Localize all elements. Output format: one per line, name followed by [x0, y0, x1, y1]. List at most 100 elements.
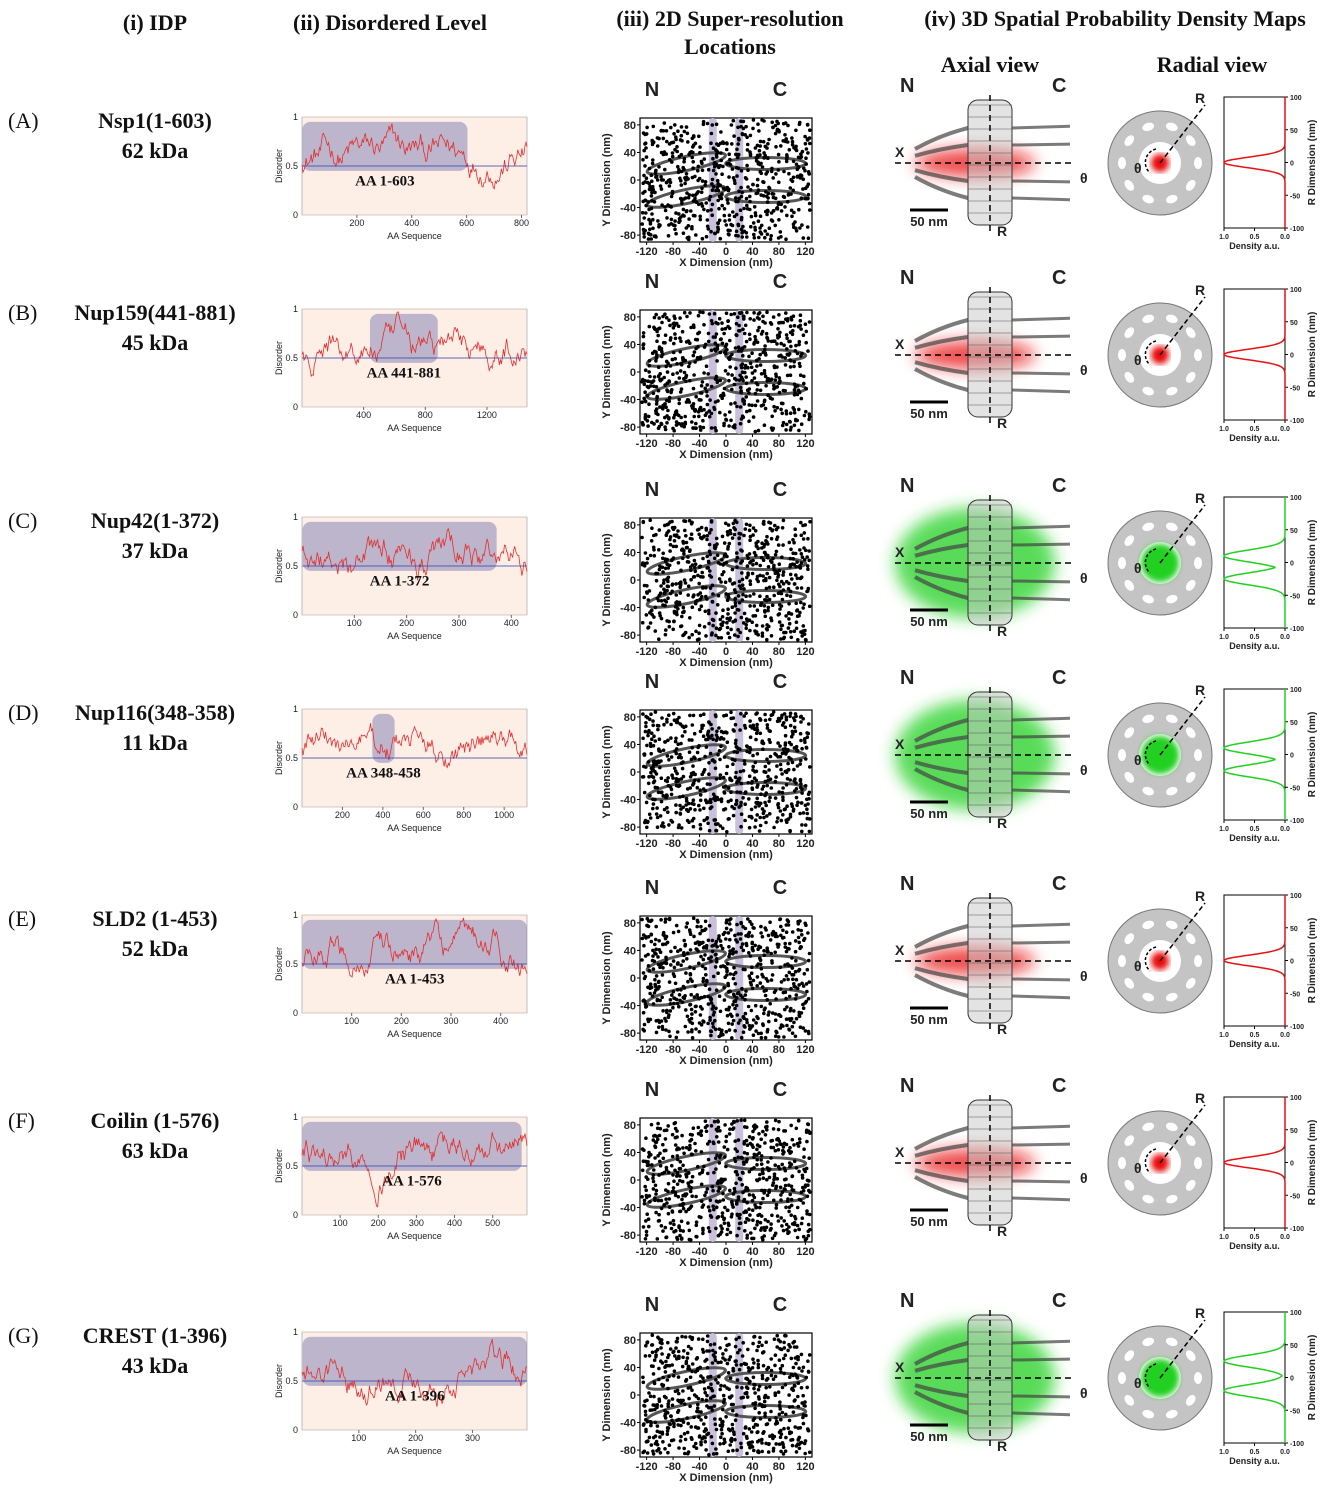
dot	[741, 414, 745, 418]
dot	[753, 205, 757, 209]
dot	[743, 762, 747, 766]
dot	[746, 1152, 750, 1156]
dot	[777, 790, 781, 794]
dot	[787, 1210, 791, 1214]
dot	[760, 541, 764, 545]
dot	[665, 1009, 669, 1013]
dot	[684, 421, 688, 425]
dot	[683, 415, 687, 419]
dot	[715, 945, 719, 949]
y-tick-label: 40	[624, 739, 636, 751]
idp-mass: 43 kDa	[122, 1353, 189, 1378]
dot	[732, 1120, 736, 1124]
dot	[723, 413, 727, 417]
dot	[753, 825, 757, 829]
dot	[640, 1195, 644, 1199]
dot	[767, 729, 771, 733]
dot	[734, 590, 738, 594]
dot	[794, 970, 798, 974]
dot	[741, 328, 745, 332]
dot	[703, 953, 707, 957]
dot	[680, 139, 684, 143]
dot	[750, 781, 754, 785]
axial-label: C	[1052, 267, 1066, 289]
dot	[654, 1421, 658, 1425]
dot	[694, 941, 698, 945]
dot	[794, 349, 798, 353]
dot	[688, 738, 692, 742]
dot	[651, 959, 655, 963]
finger	[1012, 773, 1070, 774]
dot	[779, 1014, 783, 1018]
y-tick-label: 0	[630, 1175, 636, 1187]
dot	[783, 942, 787, 946]
dot	[759, 931, 763, 935]
dot	[768, 1176, 772, 1180]
dot	[751, 1024, 755, 1028]
dot	[754, 738, 758, 742]
dot	[688, 362, 692, 366]
dot	[657, 375, 661, 379]
axial-label: N	[900, 267, 914, 289]
dot	[704, 343, 708, 347]
dot	[808, 320, 812, 324]
dot	[687, 224, 691, 228]
dot	[741, 593, 745, 597]
dot	[658, 378, 662, 382]
y-tick-label: 50	[1290, 720, 1298, 727]
dot	[688, 1238, 692, 1242]
dot	[698, 598, 702, 602]
dot	[719, 337, 723, 341]
dot	[800, 933, 804, 937]
dot	[760, 1214, 764, 1218]
dot	[659, 1127, 663, 1131]
dot	[749, 134, 753, 138]
pore-hole	[1118, 749, 1126, 761]
dot	[746, 185, 750, 189]
dot	[704, 634, 708, 638]
dot	[727, 817, 731, 821]
dot	[669, 963, 673, 967]
dot	[770, 415, 774, 419]
dot	[784, 237, 788, 241]
dot	[755, 1158, 759, 1162]
dot	[664, 209, 668, 213]
x-tick-label: 400	[504, 618, 519, 628]
dot	[762, 119, 766, 123]
dot	[654, 948, 658, 952]
dot	[679, 963, 683, 967]
dot	[716, 182, 720, 186]
dot	[808, 1451, 812, 1455]
dot	[766, 775, 770, 779]
y-tick-label: -40	[620, 603, 636, 615]
dot	[739, 791, 743, 795]
dot	[707, 939, 711, 943]
dot	[667, 234, 671, 238]
dot	[715, 359, 719, 363]
dot	[718, 1161, 722, 1165]
dot	[802, 1201, 806, 1205]
dot	[766, 542, 770, 546]
dot	[674, 737, 678, 741]
dot	[718, 749, 722, 753]
finger	[1012, 198, 1070, 200]
dot	[741, 399, 745, 403]
dot	[768, 586, 772, 590]
dot	[700, 1023, 704, 1027]
dot	[669, 181, 673, 185]
dot	[799, 566, 803, 570]
dot	[751, 987, 755, 991]
dot	[669, 1009, 673, 1013]
dot	[740, 946, 744, 950]
dot	[660, 1224, 664, 1228]
dot	[641, 621, 645, 625]
dot	[688, 1147, 692, 1151]
dot	[661, 566, 665, 570]
dot	[679, 215, 683, 219]
dot	[797, 1366, 801, 1370]
dot	[775, 1143, 779, 1147]
dot	[721, 1192, 725, 1196]
dot	[672, 223, 676, 227]
idp-name: Nup42(1-372)	[91, 508, 219, 533]
dot	[675, 593, 679, 597]
